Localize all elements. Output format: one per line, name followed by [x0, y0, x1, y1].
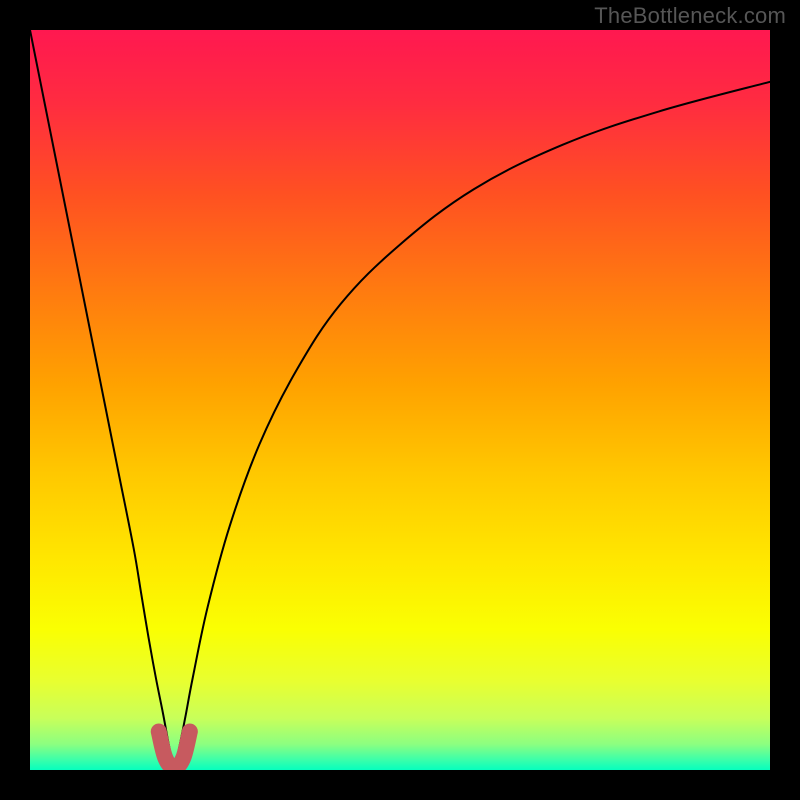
chart-frame: TheBottleneck.com	[0, 0, 800, 800]
gradient-background	[30, 30, 770, 770]
plot-area	[30, 30, 770, 770]
watermark-text: TheBottleneck.com	[594, 3, 786, 29]
bottleneck-chart	[30, 30, 770, 770]
